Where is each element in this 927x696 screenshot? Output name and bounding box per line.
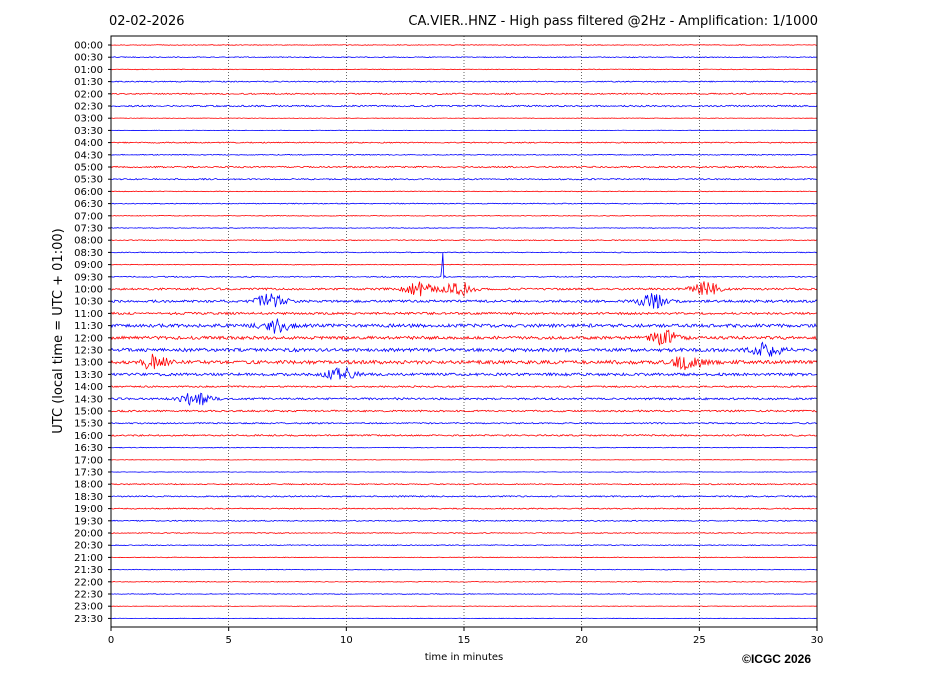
row-label-0930: 09:30: [74, 272, 103, 283]
row-label-1630: 16:30: [74, 443, 103, 454]
row-label-1530: 15:30: [74, 419, 103, 430]
row-label-1800: 18:00: [74, 480, 103, 491]
row-label-0130: 01:30: [74, 77, 103, 88]
row-label-1500: 15:00: [74, 407, 103, 418]
row-label-0800: 08:00: [74, 236, 103, 247]
trace-row-1830: [110, 495, 818, 498]
row-label-1830: 18:30: [74, 492, 103, 503]
trace-row-2130: [110, 568, 818, 571]
x-tick-label-25: 25: [693, 635, 706, 646]
y-axis-label: UTC (local time = UTC + 01:00): [51, 228, 66, 433]
trace-row-1200: [110, 329, 818, 346]
row-label-2130: 21:30: [74, 565, 103, 576]
row-label-0630: 06:30: [74, 199, 103, 210]
vertical-grid: [228, 36, 700, 627]
row-label-0600: 06:00: [74, 187, 103, 198]
row-label-1300: 13:00: [74, 358, 103, 369]
row-label-1230: 12:30: [74, 346, 103, 357]
row-label-0300: 03:00: [74, 114, 103, 125]
row-label-2300: 23:00: [74, 602, 103, 613]
row-label-0000: 00:00: [74, 41, 103, 52]
row-label-0330: 03:30: [74, 126, 103, 137]
trace-row-1130: [110, 318, 818, 334]
row-label-1900: 19:00: [74, 504, 103, 515]
trace-row-0400: [110, 141, 818, 144]
row-label-1600: 16:00: [74, 431, 103, 442]
trace-row-1800: [110, 483, 818, 486]
x-tick-label-10: 10: [340, 635, 353, 646]
trace-row-1000: [110, 281, 818, 298]
x-tick-label-5: 5: [225, 635, 231, 646]
row-label-2230: 22:30: [74, 590, 103, 601]
seismic-traces: [110, 44, 818, 620]
trace-row-0630: [110, 202, 818, 205]
trace-row-2030: [110, 544, 818, 547]
plot-frame: [110, 35, 818, 628]
row-label-1430: 14:30: [74, 394, 103, 405]
trace-row-1900: [110, 507, 818, 510]
row-label-2030: 20:30: [74, 541, 103, 552]
trace-row-2230: [110, 593, 818, 595]
trace-row-1300: [110, 353, 818, 371]
trace-row-2000: [110, 532, 818, 534]
row-label-0730: 07:30: [74, 224, 103, 235]
row-label-1200: 12:00: [74, 333, 103, 344]
row-label-0400: 04:00: [74, 138, 103, 149]
row-label-0230: 02:30: [74, 102, 103, 113]
row-label-1030: 10:30: [74, 297, 103, 308]
row-label-0200: 02:00: [74, 89, 103, 100]
row-label-0530: 05:30: [74, 175, 103, 186]
trace-row-2100: [110, 556, 818, 559]
row-label-1930: 19:30: [74, 516, 103, 527]
row-label-1730: 17:30: [74, 468, 103, 479]
trace-row-0500: [110, 165, 818, 169]
x-tick-label-0: 0: [108, 635, 114, 646]
row-label-2200: 22:00: [74, 577, 103, 588]
row-label-0830: 08:30: [74, 248, 103, 259]
trace-row-1030: [110, 293, 818, 309]
row-label-1000: 10:00: [74, 285, 103, 296]
row-label-0700: 07:00: [74, 211, 103, 222]
trace-row-1930: [110, 519, 818, 522]
row-label-1330: 13:30: [74, 370, 103, 381]
chart-date: 02-02-2026: [109, 14, 185, 29]
x-tick-label-20: 20: [575, 635, 588, 646]
row-label-2330: 23:30: [74, 614, 103, 625]
chart-title: CA.VIER..HNZ - High pass filtered @2Hz -…: [408, 14, 818, 29]
x-tick-label-30: 30: [811, 635, 824, 646]
row-label-2100: 21:00: [74, 553, 103, 564]
trace-row-0600: [110, 190, 818, 193]
row-label-1130: 11:30: [74, 321, 103, 332]
row-label-0900: 09:00: [74, 260, 103, 271]
row-label-0030: 00:30: [74, 53, 103, 64]
row-label-2000: 20:00: [74, 529, 103, 540]
row-label-0100: 01:00: [74, 65, 103, 76]
row-label-0500: 05:00: [74, 163, 103, 174]
trace-row-0530: [110, 177, 818, 181]
row-label-1400: 14:00: [74, 382, 103, 393]
x-axis-label: time in minutes: [425, 652, 504, 663]
copyright-credit: ©ICGC 2026: [742, 652, 811, 666]
row-label-1100: 11:00: [74, 309, 103, 320]
x-tick-label-15: 15: [458, 635, 471, 646]
row-label-1700: 17:00: [74, 455, 103, 466]
row-label-0430: 04:30: [74, 150, 103, 161]
trace-row-0430: [110, 153, 818, 156]
x-axis: 0 5 10 15 20 25 30: [108, 627, 824, 646]
